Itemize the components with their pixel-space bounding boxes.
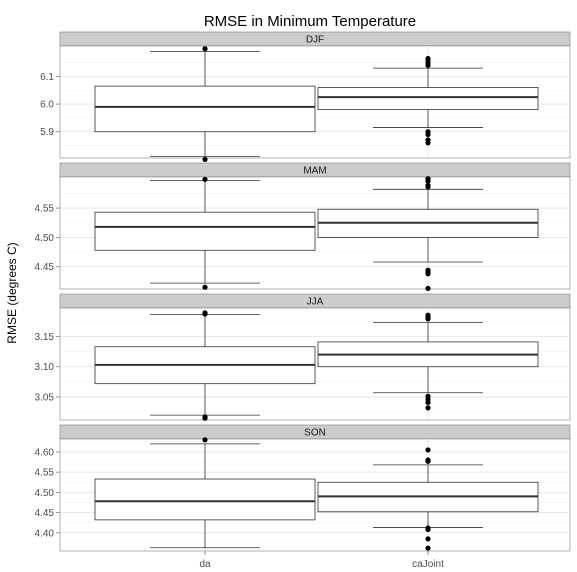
box-cajoint xyxy=(317,447,539,551)
y-tick-label: 3.15 xyxy=(35,332,55,343)
outlier-point xyxy=(425,267,431,273)
y-tick-label: 4.55 xyxy=(35,468,55,479)
outlier-point xyxy=(425,525,431,531)
facet-strip-label: DJF xyxy=(306,35,324,46)
outlier-point xyxy=(425,285,431,292)
outlier-point xyxy=(425,447,431,453)
y-tick-label: 6.1 xyxy=(40,72,54,83)
facet-strip-label: MAM xyxy=(303,166,326,177)
y-tick-label: 4.45 xyxy=(35,508,55,519)
outlier-point xyxy=(202,46,208,52)
outlier-point xyxy=(425,55,431,62)
y-tick-label: 4.50 xyxy=(35,233,55,244)
outlier-point xyxy=(425,176,431,182)
facet-son: SON 4.40 4.45 4.50 4.55 4.60 xyxy=(35,424,571,552)
box-da xyxy=(94,310,316,421)
y-tick-label: 4.45 xyxy=(35,262,55,273)
facet-panels: DJF 5.9 6.0 6.1 MAM 4.45 4.50 4.55 JJA 3.05 3.10 3.… xyxy=(35,31,571,552)
box-cajoint xyxy=(317,176,539,292)
y-tick-label: 4.55 xyxy=(35,204,55,215)
facet-jja: JJA 3.05 3.10 3.15 xyxy=(35,293,571,421)
x-tick-label: da xyxy=(199,559,211,570)
y-axis-label: RMSE (degrees C) xyxy=(5,242,19,343)
y-tick-label: 6.0 xyxy=(40,100,54,111)
box-iqr xyxy=(94,478,316,521)
y-tick-label: 4.50 xyxy=(35,488,55,499)
y-tick-label: 3.05 xyxy=(35,392,55,403)
chart-title: RMSE in Minimum Temperature xyxy=(204,13,416,30)
outlier-point xyxy=(202,284,208,290)
y-tick-label: 5.9 xyxy=(40,127,54,138)
outlier-point xyxy=(202,310,208,316)
box-cajoint xyxy=(317,55,539,146)
box-iqr xyxy=(94,85,316,133)
outlier-point xyxy=(425,312,431,318)
outlier-point xyxy=(202,156,208,162)
outlier-point xyxy=(425,137,431,143)
outlier-point xyxy=(425,405,431,411)
outlier-point xyxy=(202,437,208,443)
outlier-point xyxy=(202,414,208,420)
box-da xyxy=(94,437,316,549)
y-tick-label: 3.10 xyxy=(35,362,55,373)
outlier-point xyxy=(425,129,431,135)
facet-strip-label: JJA xyxy=(307,297,324,308)
facet-strip-label: SON xyxy=(304,428,326,439)
y-tick-label: 4.60 xyxy=(35,447,55,458)
outlier-point xyxy=(425,393,431,399)
outlier-point xyxy=(425,545,431,551)
box-da xyxy=(94,46,316,162)
facet-mam: MAM 4.45 4.50 4.55 xyxy=(35,162,571,292)
outlier-point xyxy=(425,182,431,188)
y-tick-label: 4.40 xyxy=(35,528,55,539)
box-iqr xyxy=(317,87,539,111)
x-tick-label: caJoint xyxy=(412,559,444,570)
box-da xyxy=(94,176,316,290)
outlier-point xyxy=(425,457,431,463)
box-iqr xyxy=(94,211,316,251)
x-axis: da caJoint xyxy=(199,551,444,570)
box-cajoint xyxy=(317,312,539,411)
outlier-point xyxy=(425,536,431,542)
outlier-point xyxy=(202,176,208,182)
facet-djf: DJF 5.9 6.0 6.1 xyxy=(40,31,571,162)
